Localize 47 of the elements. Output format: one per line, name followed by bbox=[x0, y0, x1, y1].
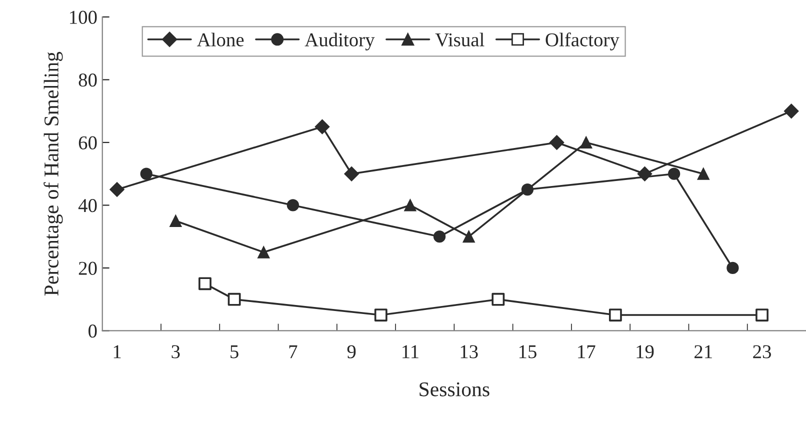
y-tick-label: 40 bbox=[78, 199, 97, 212]
x-tick-label: 21 bbox=[694, 345, 712, 358]
x-axis-title: Sessions bbox=[420, 382, 490, 396]
legend-label: Visual bbox=[435, 32, 484, 46]
point bbox=[170, 214, 182, 227]
point bbox=[726, 262, 739, 274]
y-axis-title: Percentage of Hand Smelling bbox=[44, 52, 63, 296]
x-tick-label: 3 bbox=[172, 345, 180, 358]
point bbox=[374, 308, 388, 322]
point bbox=[668, 168, 680, 180]
point bbox=[110, 182, 124, 197]
point bbox=[756, 308, 768, 322]
y-tick-label: 100 bbox=[70, 10, 97, 24]
x-tick-label: 1 bbox=[114, 345, 121, 358]
x-tick-label: 7 bbox=[289, 345, 298, 358]
x-tick-label: 23 bbox=[753, 345, 771, 358]
point bbox=[697, 168, 710, 180]
point bbox=[433, 230, 446, 243]
x-tick-label: 19 bbox=[636, 345, 654, 358]
point bbox=[258, 246, 270, 258]
y-tick-label: 80 bbox=[78, 74, 97, 87]
x-tick-label: 11 bbox=[402, 345, 418, 358]
point bbox=[404, 199, 416, 212]
point bbox=[286, 199, 300, 212]
point bbox=[140, 168, 152, 180]
point bbox=[784, 104, 799, 118]
x-tick-label: 13 bbox=[460, 345, 478, 358]
point bbox=[608, 308, 622, 322]
y-tick-label: 20 bbox=[78, 262, 97, 275]
point bbox=[198, 277, 212, 290]
y-tick-label: 0 bbox=[88, 324, 97, 338]
x-tick-label: 5 bbox=[230, 345, 238, 358]
legend-label: Olfactory bbox=[546, 32, 620, 50]
point bbox=[228, 292, 241, 306]
point bbox=[314, 119, 330, 134]
point bbox=[580, 136, 592, 149]
legend-label: Auditory bbox=[304, 32, 375, 50]
x-tick-label: 15 bbox=[519, 345, 536, 358]
point bbox=[344, 166, 359, 182]
x-tick-label: 17 bbox=[578, 345, 596, 358]
point bbox=[462, 230, 475, 243]
y-tick-label: 60 bbox=[78, 136, 97, 150]
point bbox=[492, 292, 505, 306]
point bbox=[637, 166, 652, 182]
x-tick-label: 9 bbox=[347, 345, 356, 358]
point bbox=[549, 135, 564, 150]
legend-label: Alone bbox=[196, 32, 244, 46]
